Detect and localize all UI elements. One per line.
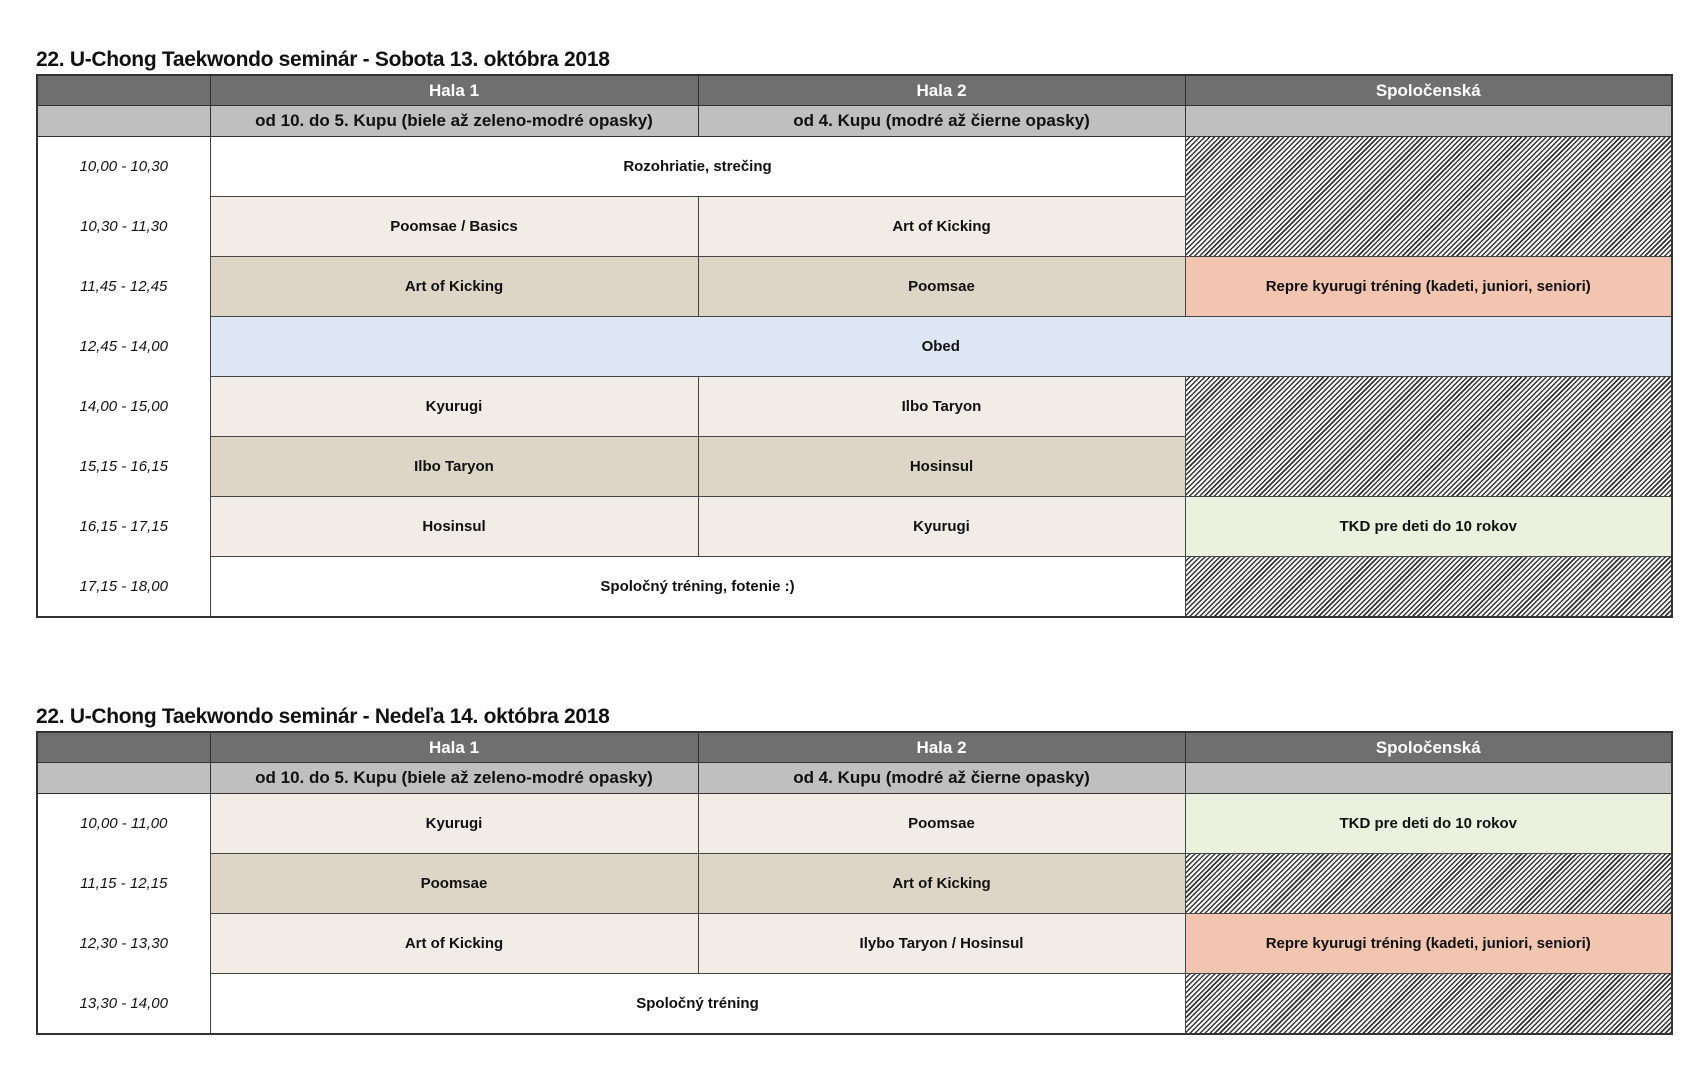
unavailable-cell — [1184, 136, 1673, 257]
schedule-row: 10,30 - 11,30 Poomsae / Basics Art of Kick… — [36, 196, 1672, 257]
hall-header-row: Hala 1 Hala 2 Spoločenská — [36, 74, 1673, 106]
time-slot: 11,15 - 12,15 — [36, 853, 211, 914]
schedule-row: 12,45 - 14,00 Obed — [36, 316, 1673, 377]
time-slot: 14,00 - 15,00 — [36, 376, 211, 437]
schedule-table: Hala 1 Hala 2 Spoločenská od 10. do 5. Kupu… — [36, 74, 1673, 618]
level-header-row: od 10. do 5. Kupu (biele až zeleno-modré… — [36, 105, 1673, 137]
level-header: od 10. do 5. Kupu (biele až zeleno-modré… — [209, 105, 699, 137]
unavailable-cell — [1184, 973, 1673, 1035]
session-cell: TKD pre deti do 10 rokov — [1184, 496, 1673, 557]
schedule-row: 11,15 - 12,15 Poomsae Art of Kicking — [36, 853, 1673, 914]
level-header-row: od 10. do 5. Kupu (biele až zeleno-modré… — [36, 762, 1673, 794]
session-cell: Art of Kicking — [209, 913, 699, 974]
session-cell: Ilbo Taryon — [697, 376, 1186, 437]
session-cell: Poomsae — [209, 853, 699, 914]
schedule-title: 22. U-Chong Taekwondo seminár - Sobota 1… — [36, 48, 610, 71]
level-header: od 4. Kupu (modré až čierne opasky) — [697, 762, 1186, 794]
level-header: od 4. Kupu (modré až čierne opasky) — [697, 105, 1186, 137]
time-slot: 15,15 - 16,15 — [36, 436, 211, 497]
time-slot: 16,15 - 17,15 — [36, 496, 211, 557]
schedule-row: 16,15 - 17,15 Hosinsul Kyurugi TKD pre deti… — [36, 496, 1673, 557]
time-slot: 10,30 - 11,30 — [36, 196, 211, 257]
corner-cell — [36, 74, 211, 106]
corner-cell — [36, 105, 211, 137]
hall-header: Hala 1 — [209, 74, 699, 106]
hall-header: Spoločenská — [1184, 74, 1673, 106]
session-cell: TKD pre deti do 10 rokov — [1184, 793, 1673, 854]
session-cell: Art of Kicking — [697, 196, 1186, 257]
unavailable-cell — [1184, 376, 1673, 497]
session-cell: Art of Kicking — [209, 256, 699, 317]
schedule-sunday: 22. U-Chong Taekwondo seminár - Nedeľa 1… — [36, 703, 1673, 1035]
schedule-row: 10,00 - 10,30 Rozohriatie, strečing — [36, 136, 1673, 257]
session-cell: Repre kyurugi tréning (kadeti, juniori, … — [1184, 913, 1673, 974]
hall-header: Spoločenská — [1184, 731, 1673, 763]
time-slot: 10,00 - 11,00 — [36, 793, 211, 854]
level-header — [1184, 105, 1673, 137]
time-slot: 10,00 - 10,30 — [36, 136, 211, 197]
schedule-row: 11,45 - 12,45 Art of Kicking Poomsae Repre … — [36, 256, 1673, 317]
session-cell: Repre kyurugi tréning (kadeti, juniori, … — [1184, 256, 1673, 317]
unavailable-cell — [1184, 556, 1673, 618]
schedule-row: 12,30 - 13,30 Art of Kicking Ilybo Taryon … — [36, 913, 1673, 974]
time-slot: 12,45 - 14,00 — [36, 316, 211, 377]
session-cell: Kyurugi — [697, 496, 1186, 557]
level-header — [1184, 762, 1673, 794]
session-cell: Ilybo Taryon / Hosinsul — [697, 913, 1186, 974]
time-slot: 12,30 - 13,30 — [36, 913, 211, 974]
schedule-row: 14,00 - 15,00 Kyurugi Ilbo Taryon — [36, 376, 1673, 497]
time-slot: 17,15 - 18,00 — [36, 556, 211, 617]
unavailable-cell — [1184, 853, 1673, 914]
session-cell: Kyurugi — [209, 376, 699, 437]
session-cell: Poomsae — [697, 256, 1186, 317]
session-cell: Ilbo Taryon — [209, 436, 699, 497]
hall-header: Hala 2 — [697, 74, 1186, 106]
session-cell: Obed — [209, 316, 1673, 377]
schedule-table: Hala 1 Hala 2 Spoločenská od 10. do 5. Kupu… — [36, 731, 1673, 1035]
time-slot: 11,45 - 12,45 — [36, 256, 211, 317]
session-cell: Poomsae / Basics — [209, 196, 699, 257]
hall-header: Hala 1 — [209, 731, 699, 763]
session-cell: Poomsae — [697, 793, 1186, 854]
corner-cell — [36, 762, 211, 794]
schedule-row: 10,00 - 11,00 Kyurugi Poomsae TKD pre deti … — [36, 793, 1673, 854]
schedule-row: 13,30 - 14,00 Spoločný tréning — [36, 973, 1673, 1035]
session-cell: Kyurugi — [209, 793, 699, 854]
session-cell: Spoločný tréning, fotenie :) — [209, 556, 1186, 618]
session-cell: Art of Kicking — [697, 853, 1186, 914]
corner-cell — [36, 731, 211, 763]
schedule-row: 15,15 - 16,15 Ilbo Taryon Hosinsul — [36, 436, 1672, 497]
schedule-title: 22. U-Chong Taekwondo seminár - Nedeľa 1… — [36, 705, 610, 728]
session-cell: Spoločný tréning — [209, 973, 1186, 1035]
session-cell: Hosinsul — [209, 496, 699, 557]
session-cell: Hosinsul — [697, 436, 1186, 497]
schedule-row: 17,15 - 18,00 Spoločný tréning, fotenie :… — [36, 556, 1673, 618]
hall-header-row: Hala 1 Hala 2 Spoločenská — [36, 731, 1673, 763]
level-header: od 10. do 5. Kupu (biele až zeleno-modré… — [209, 762, 699, 794]
schedule-saturday: 22. U-Chong Taekwondo seminár - Sobota 1… — [36, 46, 1673, 618]
time-slot: 13,30 - 14,00 — [36, 973, 211, 1034]
hall-header: Hala 2 — [697, 731, 1186, 763]
session-cell: Rozohriatie, strečing — [209, 136, 1186, 197]
